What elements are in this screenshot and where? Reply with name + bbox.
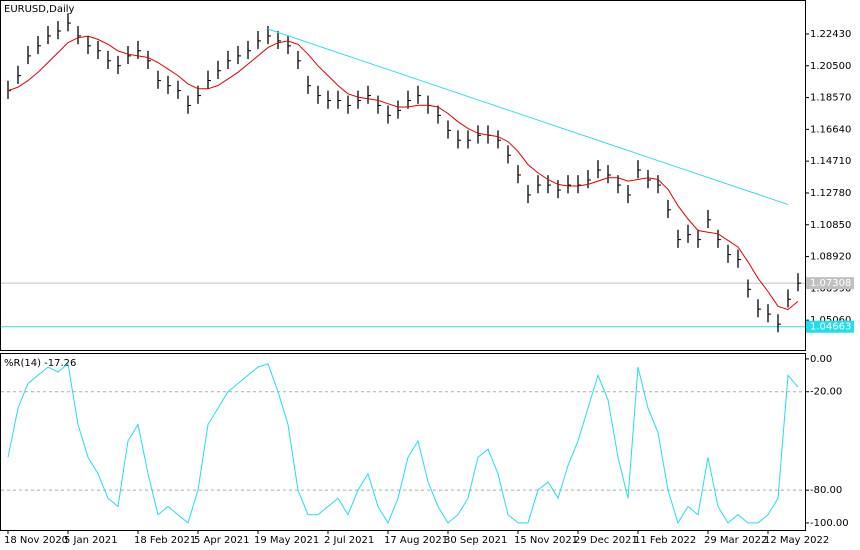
price-level-label: 1.07308 (810, 278, 851, 289)
x-tick-label: 29 Dec 2021 (574, 535, 638, 546)
x-tick-label: 11 Feb 2022 (634, 535, 696, 546)
indicator-panel-frame (0, 353, 806, 531)
x-tick-label: 5 Apr 2021 (194, 535, 249, 546)
x-tick-label: 5 Jan 2021 (64, 535, 118, 546)
y-tick-label: -20.00 (810, 387, 842, 398)
main-panel-frame (0, 0, 806, 351)
chart-title: EURUSD,Daily (4, 4, 75, 15)
y-tick-label: 1.12780 (810, 188, 851, 199)
y-tick-label: 1.08920 (810, 252, 851, 263)
x-tick-label: 18 Nov 2020 (4, 535, 68, 546)
x-tick-label: 2 Jul 2021 (324, 535, 374, 546)
y-tick-label: -80.00 (810, 485, 842, 496)
trend-line (267, 28, 789, 205)
y-tick-label: 1.18570 (810, 93, 851, 104)
y-tick-label: 1.20500 (810, 61, 851, 72)
x-tick-label: 29 Mar 2022 (704, 535, 767, 546)
x-tick-label: 12 May 2022 (764, 535, 829, 546)
x-tick-label: 19 May 2021 (254, 535, 319, 546)
y-tick-label: 1.14710 (810, 156, 851, 167)
moving-average (7, 35, 799, 311)
y-tick-label: 0.00 (810, 354, 832, 365)
indicator-title: %R(14) -17.26 (4, 358, 76, 369)
price-level-tag (806, 277, 854, 290)
x-tick-label: 15 Nov 2021 (514, 535, 578, 546)
x-tick-label: 30 Sep 2021 (444, 535, 507, 546)
price-level-label: 1.04663 (810, 322, 851, 333)
y-tick-label: 1.10850 (810, 220, 851, 231)
y-tick-label: 1.16640 (810, 124, 851, 135)
y-tick-label: 1.05060 (810, 315, 851, 326)
y-tick-label: -100.00 (810, 518, 849, 529)
price-level-tag (806, 320, 854, 333)
x-tick-label: 18 Feb 2021 (134, 535, 196, 546)
indicator-line (7, 362, 799, 525)
y-tick-label: 1.22430 (810, 29, 851, 40)
x-tick-label: 17 Aug 2021 (384, 535, 448, 546)
